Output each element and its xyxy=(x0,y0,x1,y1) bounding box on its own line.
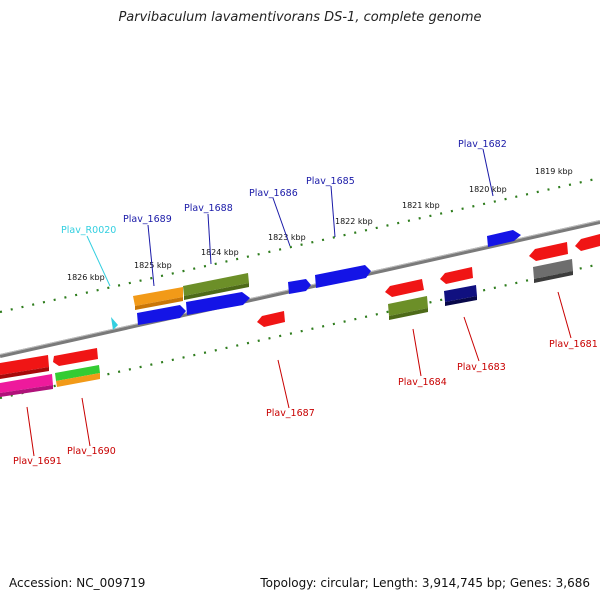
gene-label-plav-1682[interactable]: Plav_1682 xyxy=(458,139,507,150)
gene-arrow[interactable] xyxy=(0,374,53,393)
accession-text: Accession: NC_009719 xyxy=(9,576,146,590)
gene-arrow[interactable] xyxy=(186,292,250,315)
gene-arrow[interactable] xyxy=(534,271,573,283)
gene-arrow[interactable] xyxy=(257,311,285,327)
gene-arrow[interactable] xyxy=(135,297,183,310)
gene-arrow[interactable] xyxy=(0,367,49,379)
gene-label-plav-1690[interactable]: Plav_1690 xyxy=(67,446,116,457)
tick-label: 1822 kbp xyxy=(335,217,373,226)
gene-label-plav-1688[interactable]: Plav_1688 xyxy=(184,203,233,214)
gene-labels: Plav_R0020 Plav_1689 Plav_1688 Plav_1686… xyxy=(13,139,598,467)
gene-label-plav-1683[interactable]: Plav_1683 xyxy=(457,362,506,373)
gene-label-plav-1689[interactable]: Plav_1689 xyxy=(123,214,172,225)
tick-label: 1824 kbp xyxy=(201,248,239,257)
gene-label-plav-1686[interactable]: Plav_1686 xyxy=(249,188,298,199)
tick-label: 1826 kbp xyxy=(67,273,105,282)
gene-arrow[interactable] xyxy=(0,355,49,375)
gene-label-plav-1687[interactable]: Plav_1687 xyxy=(266,408,315,419)
gene-arrow[interactable] xyxy=(529,242,568,261)
gene-arrow[interactable] xyxy=(388,296,428,316)
forward-genes xyxy=(111,230,521,330)
gene-label-plav-1685[interactable]: Plav_1685 xyxy=(306,176,355,187)
gene-label-plav-1691[interactable]: Plav_1691 xyxy=(13,456,62,467)
gene-arrow[interactable] xyxy=(137,305,186,325)
outer-ruler xyxy=(0,176,600,314)
leader-lines xyxy=(26,148,572,457)
gene-arrow[interactable] xyxy=(315,265,371,288)
gene-arrow[interactable] xyxy=(0,385,53,397)
genome-title: Parvibaculum lavamentivorans DS-1, compl… xyxy=(118,10,482,25)
gene-arrow[interactable] xyxy=(440,267,473,284)
gene-arrow[interactable] xyxy=(133,287,183,306)
tick-label: 1819 kbp xyxy=(535,167,573,176)
tick-label: 1825 kbp xyxy=(134,261,172,270)
gene-arrow[interactable] xyxy=(575,234,600,251)
gene-arrow[interactable] xyxy=(55,365,100,381)
gene-arrow[interactable] xyxy=(389,308,428,320)
rna-marker[interactable] xyxy=(111,317,118,330)
tick-label: 1821 kbp xyxy=(402,201,440,210)
gene-arrow[interactable] xyxy=(533,259,573,279)
gene-label-plav-r0020[interactable]: Plav_R0020 xyxy=(61,225,116,236)
gene-label-plav-1681[interactable]: Plav_1681 xyxy=(549,339,598,350)
gene-label-plav-1684[interactable]: Plav_1684 xyxy=(398,377,447,388)
gene-arrow[interactable] xyxy=(445,296,477,306)
gene-arrow[interactable] xyxy=(444,285,477,302)
gene-arrow[interactable] xyxy=(184,283,249,300)
gene-arrow[interactable] xyxy=(56,373,100,387)
topology-text: Topology: circular; Length: 3,914,745 bp… xyxy=(260,576,590,590)
gene-arrow[interactable] xyxy=(288,279,311,294)
gene-arrow[interactable] xyxy=(385,279,424,297)
gene-arrow[interactable] xyxy=(53,348,98,366)
gene-arrow[interactable] xyxy=(487,230,521,247)
tick-label: 1820 kbp xyxy=(469,185,507,194)
gene-arrow[interactable] xyxy=(183,273,249,296)
reverse-genes xyxy=(0,234,600,397)
inner-ruler xyxy=(0,262,600,400)
